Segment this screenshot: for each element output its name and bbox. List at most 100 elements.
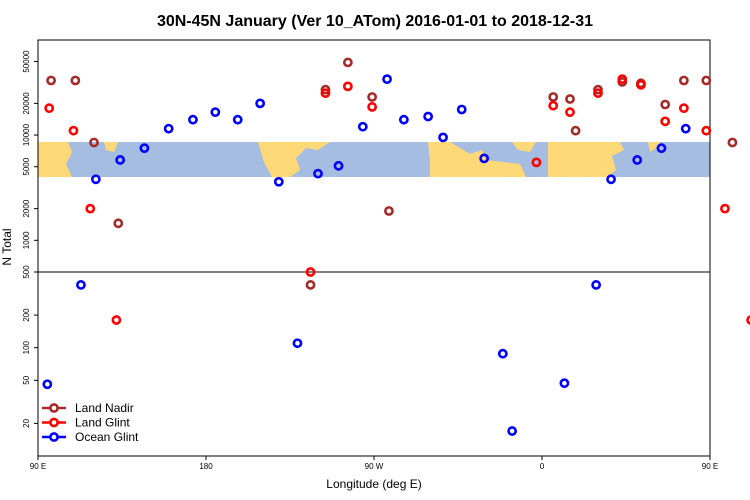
data-point <box>89 137 99 148</box>
y-tick-label: 1000 <box>22 231 31 249</box>
y-tick-label: 50000 <box>22 50 31 73</box>
series-land-glint <box>44 74 750 325</box>
legend-marker <box>49 417 59 428</box>
series-ocean-glint <box>42 74 691 436</box>
data-point <box>273 176 284 187</box>
x-tick-label: 90 E <box>30 462 46 471</box>
data-point <box>68 125 79 136</box>
data-point <box>680 123 691 134</box>
legend-label: Ocean Glint <box>75 430 139 444</box>
map-band <box>38 142 710 177</box>
y-axis: 500 1000 2000 5000 10000 20000 50000 20 50 100 200 <box>22 50 38 428</box>
legend-marker <box>49 403 59 413</box>
data-point <box>384 206 394 216</box>
data-point <box>305 280 316 290</box>
y-tick-label: 500 <box>22 265 31 279</box>
x-tick-label: 90 E <box>702 462 718 471</box>
data-point <box>255 98 266 109</box>
data-point <box>606 174 616 185</box>
data-point <box>115 155 126 165</box>
data-point <box>139 143 150 154</box>
data-point <box>46 75 56 86</box>
data-point <box>210 107 221 118</box>
y-tick-label: 200 <box>22 308 31 322</box>
data-point <box>531 157 542 168</box>
y-tick-label: 10000 <box>22 123 31 146</box>
data-point <box>559 378 570 389</box>
chart-title: 30N-45N January (Ver 10_ATom) 2016-01-01… <box>157 13 593 30</box>
data-point <box>636 79 646 90</box>
data-point <box>70 75 81 86</box>
data-point <box>570 125 581 136</box>
data-point <box>591 280 602 290</box>
data-point <box>456 104 467 115</box>
x-tick-label: 90 W <box>365 462 384 471</box>
y-tick-label: 20 <box>22 418 31 427</box>
data-point <box>232 114 243 125</box>
data-point <box>85 203 96 214</box>
data-point <box>438 132 448 143</box>
data-point <box>720 203 730 214</box>
x-tick-label: 180 <box>199 462 213 471</box>
data-point <box>320 88 331 99</box>
data-point <box>113 218 124 229</box>
data-point <box>565 94 575 104</box>
data-point <box>678 103 689 114</box>
data-point <box>507 426 518 436</box>
data-point <box>497 348 508 359</box>
data-point <box>342 81 353 92</box>
data-point <box>76 280 86 290</box>
data-point <box>656 143 667 154</box>
data-point <box>90 174 101 185</box>
data-point <box>660 99 671 110</box>
series-layer <box>42 57 750 436</box>
y-tick-label: 20000 <box>22 92 31 115</box>
data-point <box>292 338 303 349</box>
data-point <box>593 84 603 95</box>
data-point <box>617 74 628 85</box>
data-point <box>548 92 559 102</box>
data-point <box>367 92 378 102</box>
legend-label: Land Glint <box>75 416 130 430</box>
data-point <box>701 125 712 136</box>
data-point <box>678 75 689 86</box>
data-point <box>593 88 603 99</box>
legend-marker <box>49 432 59 442</box>
data-point <box>305 267 316 277</box>
y-axis-label: N Total <box>0 228 14 265</box>
data-point <box>565 107 575 118</box>
y-tick-label: 50 <box>22 375 31 384</box>
data-point <box>479 153 490 164</box>
data-point <box>746 315 750 325</box>
data-point <box>42 379 53 390</box>
data-point <box>320 84 331 95</box>
data-point <box>548 100 559 111</box>
data-point <box>701 75 712 86</box>
data-point <box>632 155 643 165</box>
data-point <box>357 121 368 132</box>
plot-border <box>37 39 711 457</box>
data-point <box>44 103 55 114</box>
data-point <box>163 123 174 134</box>
data-point <box>367 102 378 112</box>
data-point <box>188 114 198 125</box>
y-tick-label: 100 <box>22 340 31 354</box>
data-point <box>727 137 738 148</box>
data-point <box>423 111 434 122</box>
plot-frame <box>37 39 711 457</box>
data-point <box>333 160 344 171</box>
map-land <box>38 142 660 177</box>
y-tick-label: 2000 <box>22 199 31 217</box>
data-point <box>398 114 409 125</box>
data-point <box>342 57 353 68</box>
y-tick-label: 5000 <box>22 157 31 175</box>
x-axis-label: Longitude (deg E) <box>326 477 421 491</box>
x-axis: 90 E 180 90 W 0 90 E <box>30 456 718 471</box>
x-tick-label: 0 <box>540 462 545 471</box>
data-point <box>660 116 671 127</box>
data-point <box>111 315 122 325</box>
legend-label: Land Nadir <box>75 401 134 415</box>
data-point <box>382 74 392 85</box>
